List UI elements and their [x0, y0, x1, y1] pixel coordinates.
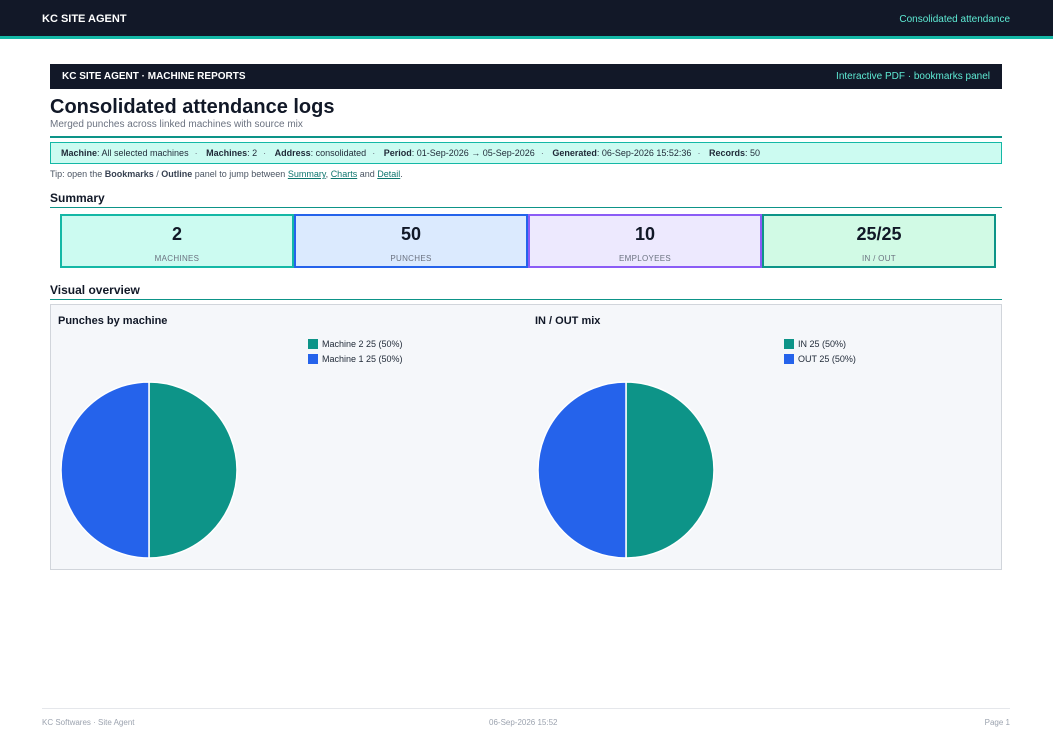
- report-page: KC SITE AGENT · MACHINE REPORTS Interact…: [50, 64, 1002, 570]
- title-divider: [50, 136, 1002, 138]
- legend-label: IN 25 (50%): [798, 338, 847, 349]
- page-subtitle: Merged punches across linked machines wi…: [50, 119, 303, 130]
- visual-heading: Visual overview: [50, 283, 1002, 300]
- legend-item: Machine 2 25 (50%): [308, 336, 403, 351]
- summary-heading: Summary: [50, 191, 1002, 208]
- legend-label: OUT 25 (50%): [798, 353, 856, 364]
- card-value: 25/25: [856, 224, 902, 244]
- card-employees: 10 EMPLOYEES: [528, 214, 762, 268]
- top-header: KC SITE AGENT Consolidated attendance: [0, 0, 1053, 39]
- meta-item-records: Records: 50: [708, 148, 760, 158]
- chart-title: IN / OUT mix: [535, 315, 601, 327]
- summary-cards: 2 MACHINES 50 PUNCHES 10 EMPLOYEES 25/25…: [60, 214, 996, 268]
- card-machines: 2 MACHINES: [60, 214, 294, 268]
- pie-slice-out: [537, 381, 627, 559]
- meta-item-machines: Machines: 2: [206, 148, 258, 158]
- pie-slice-machine-2: [148, 381, 238, 559]
- legend-item: OUT 25 (50%): [784, 351, 856, 366]
- detail-link[interactable]: Detail: [377, 169, 401, 179]
- card-label: IN / OUT: [862, 254, 896, 263]
- pie-chart-machines: [60, 381, 238, 559]
- chart-in-out-mix: IN / OUT mix IN 25 (50%) OUT 25 (50%): [528, 305, 1004, 571]
- legend-label: Machine 2 25 (50%): [322, 338, 403, 349]
- report-meta: Machine: All selected machines · Machines…: [50, 142, 1002, 164]
- meta-item-machine: Machine: All selected machines: [61, 148, 189, 158]
- card-punches: 50 PUNCHES: [294, 214, 528, 268]
- pie-slice-machine-1: [60, 381, 150, 559]
- legend-swatch: [784, 353, 794, 364]
- legend-label: Machine 1 25 (50%): [322, 353, 403, 364]
- card-label: EMPLOYEES: [618, 254, 672, 263]
- card-in-out: 25/25 IN / OUT: [762, 214, 996, 268]
- card-label: PUNCHES: [390, 254, 432, 263]
- legend-item: IN 25 (50%): [784, 336, 856, 351]
- meta-item-address: Address: consolidated: [274, 148, 367, 158]
- legend-swatch: [308, 338, 318, 349]
- legend-item: Machine 1 25 (50%): [308, 351, 403, 366]
- card-label: MACHINES: [154, 254, 200, 263]
- chart-title: Punches by machine: [58, 315, 168, 327]
- legend-swatch: [784, 338, 794, 349]
- report-bar-title: KC SITE AGENT · MACHINE REPORTS: [62, 71, 246, 82]
- meta-item-period: Period: 01-Sep-2026 → 05-Sep-2026: [383, 148, 535, 158]
- app-brand: KC SITE AGENT: [42, 13, 127, 25]
- bookmarks-tip: Tip: open the Bookmarks / Outline panel …: [50, 169, 403, 179]
- chart-legend: IN 25 (50%) OUT 25 (50%): [784, 336, 856, 366]
- footer-company: KC Softwares · Site Agent: [42, 718, 135, 727]
- chart-legend: Machine 2 25 (50%) Machine 1 25 (50%): [308, 336, 403, 366]
- page-title: Consolidated attendance logs: [50, 96, 335, 118]
- legend-swatch: [308, 353, 318, 364]
- card-value: 50: [400, 224, 422, 244]
- meta-item-generated: Generated: 06-Sep-2026 15:52:36: [552, 148, 692, 158]
- pie-slice-in: [625, 381, 715, 559]
- pie-chart-in-out: [537, 381, 715, 559]
- charts-link[interactable]: Charts: [330, 169, 358, 179]
- report-bar: KC SITE AGENT · MACHINE REPORTS Interact…: [50, 64, 1002, 89]
- summary-link[interactable]: Summary: [287, 169, 326, 179]
- footer-timestamp: 06-Sep-2026 15:52: [489, 718, 558, 727]
- page-footer: KC Softwares · Site Agent 06-Sep-2026 15…: [42, 708, 1010, 739]
- chart-punches-by-machine: Punches by machine Machine 2 25 (50%) Mac…: [51, 305, 527, 571]
- footer-page: Page 1: [984, 718, 1010, 727]
- charts-panel: Punches by machine Machine 2 25 (50%) Mac…: [50, 304, 1002, 570]
- card-value: 2: [171, 224, 182, 244]
- card-value: 10: [634, 224, 656, 244]
- report-bar-note: Interactive PDF · bookmarks panel: [836, 71, 990, 82]
- header-context: Consolidated attendance: [899, 14, 1010, 25]
